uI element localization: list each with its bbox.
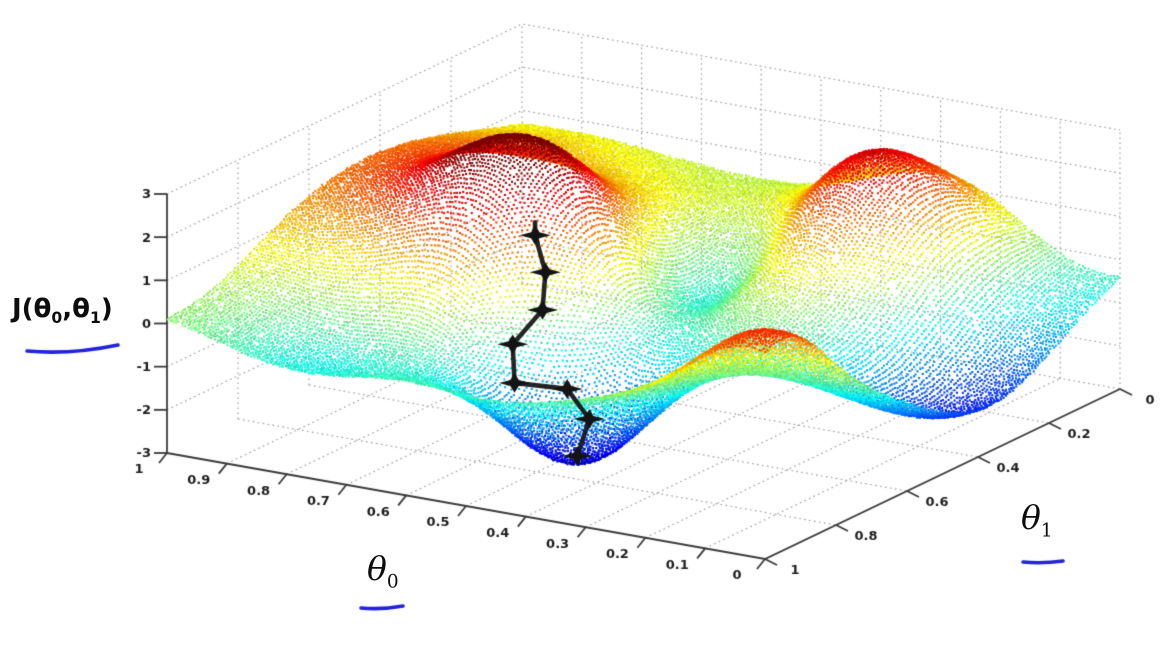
theta1-axis-label: θ1: [1021, 498, 1053, 542]
z-axis-label-close: ): [100, 294, 113, 324]
theta0-subscript: 0: [386, 571, 399, 593]
z-axis-label-sub1: 1: [90, 309, 101, 328]
z-axis-label: J(θ0,θ1): [12, 294, 113, 327]
theta1-symbol: θ: [1021, 498, 1041, 537]
theta0-symbol: θ: [367, 549, 387, 588]
z-axis-label-sub0: 0: [51, 309, 63, 328]
z-axis-label-text: J(θ: [12, 294, 52, 324]
theta1-subscript: 1: [1040, 520, 1053, 542]
theta0-axis-label: θ0: [367, 549, 399, 593]
z-axis-label-mid: ,θ: [62, 294, 91, 324]
